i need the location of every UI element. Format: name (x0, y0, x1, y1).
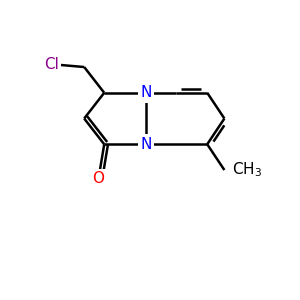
Text: CH$_3$: CH$_3$ (232, 161, 262, 179)
Text: N: N (140, 137, 152, 152)
Text: Cl: Cl (44, 57, 59, 72)
Text: O: O (92, 171, 104, 186)
Text: N: N (140, 85, 152, 100)
